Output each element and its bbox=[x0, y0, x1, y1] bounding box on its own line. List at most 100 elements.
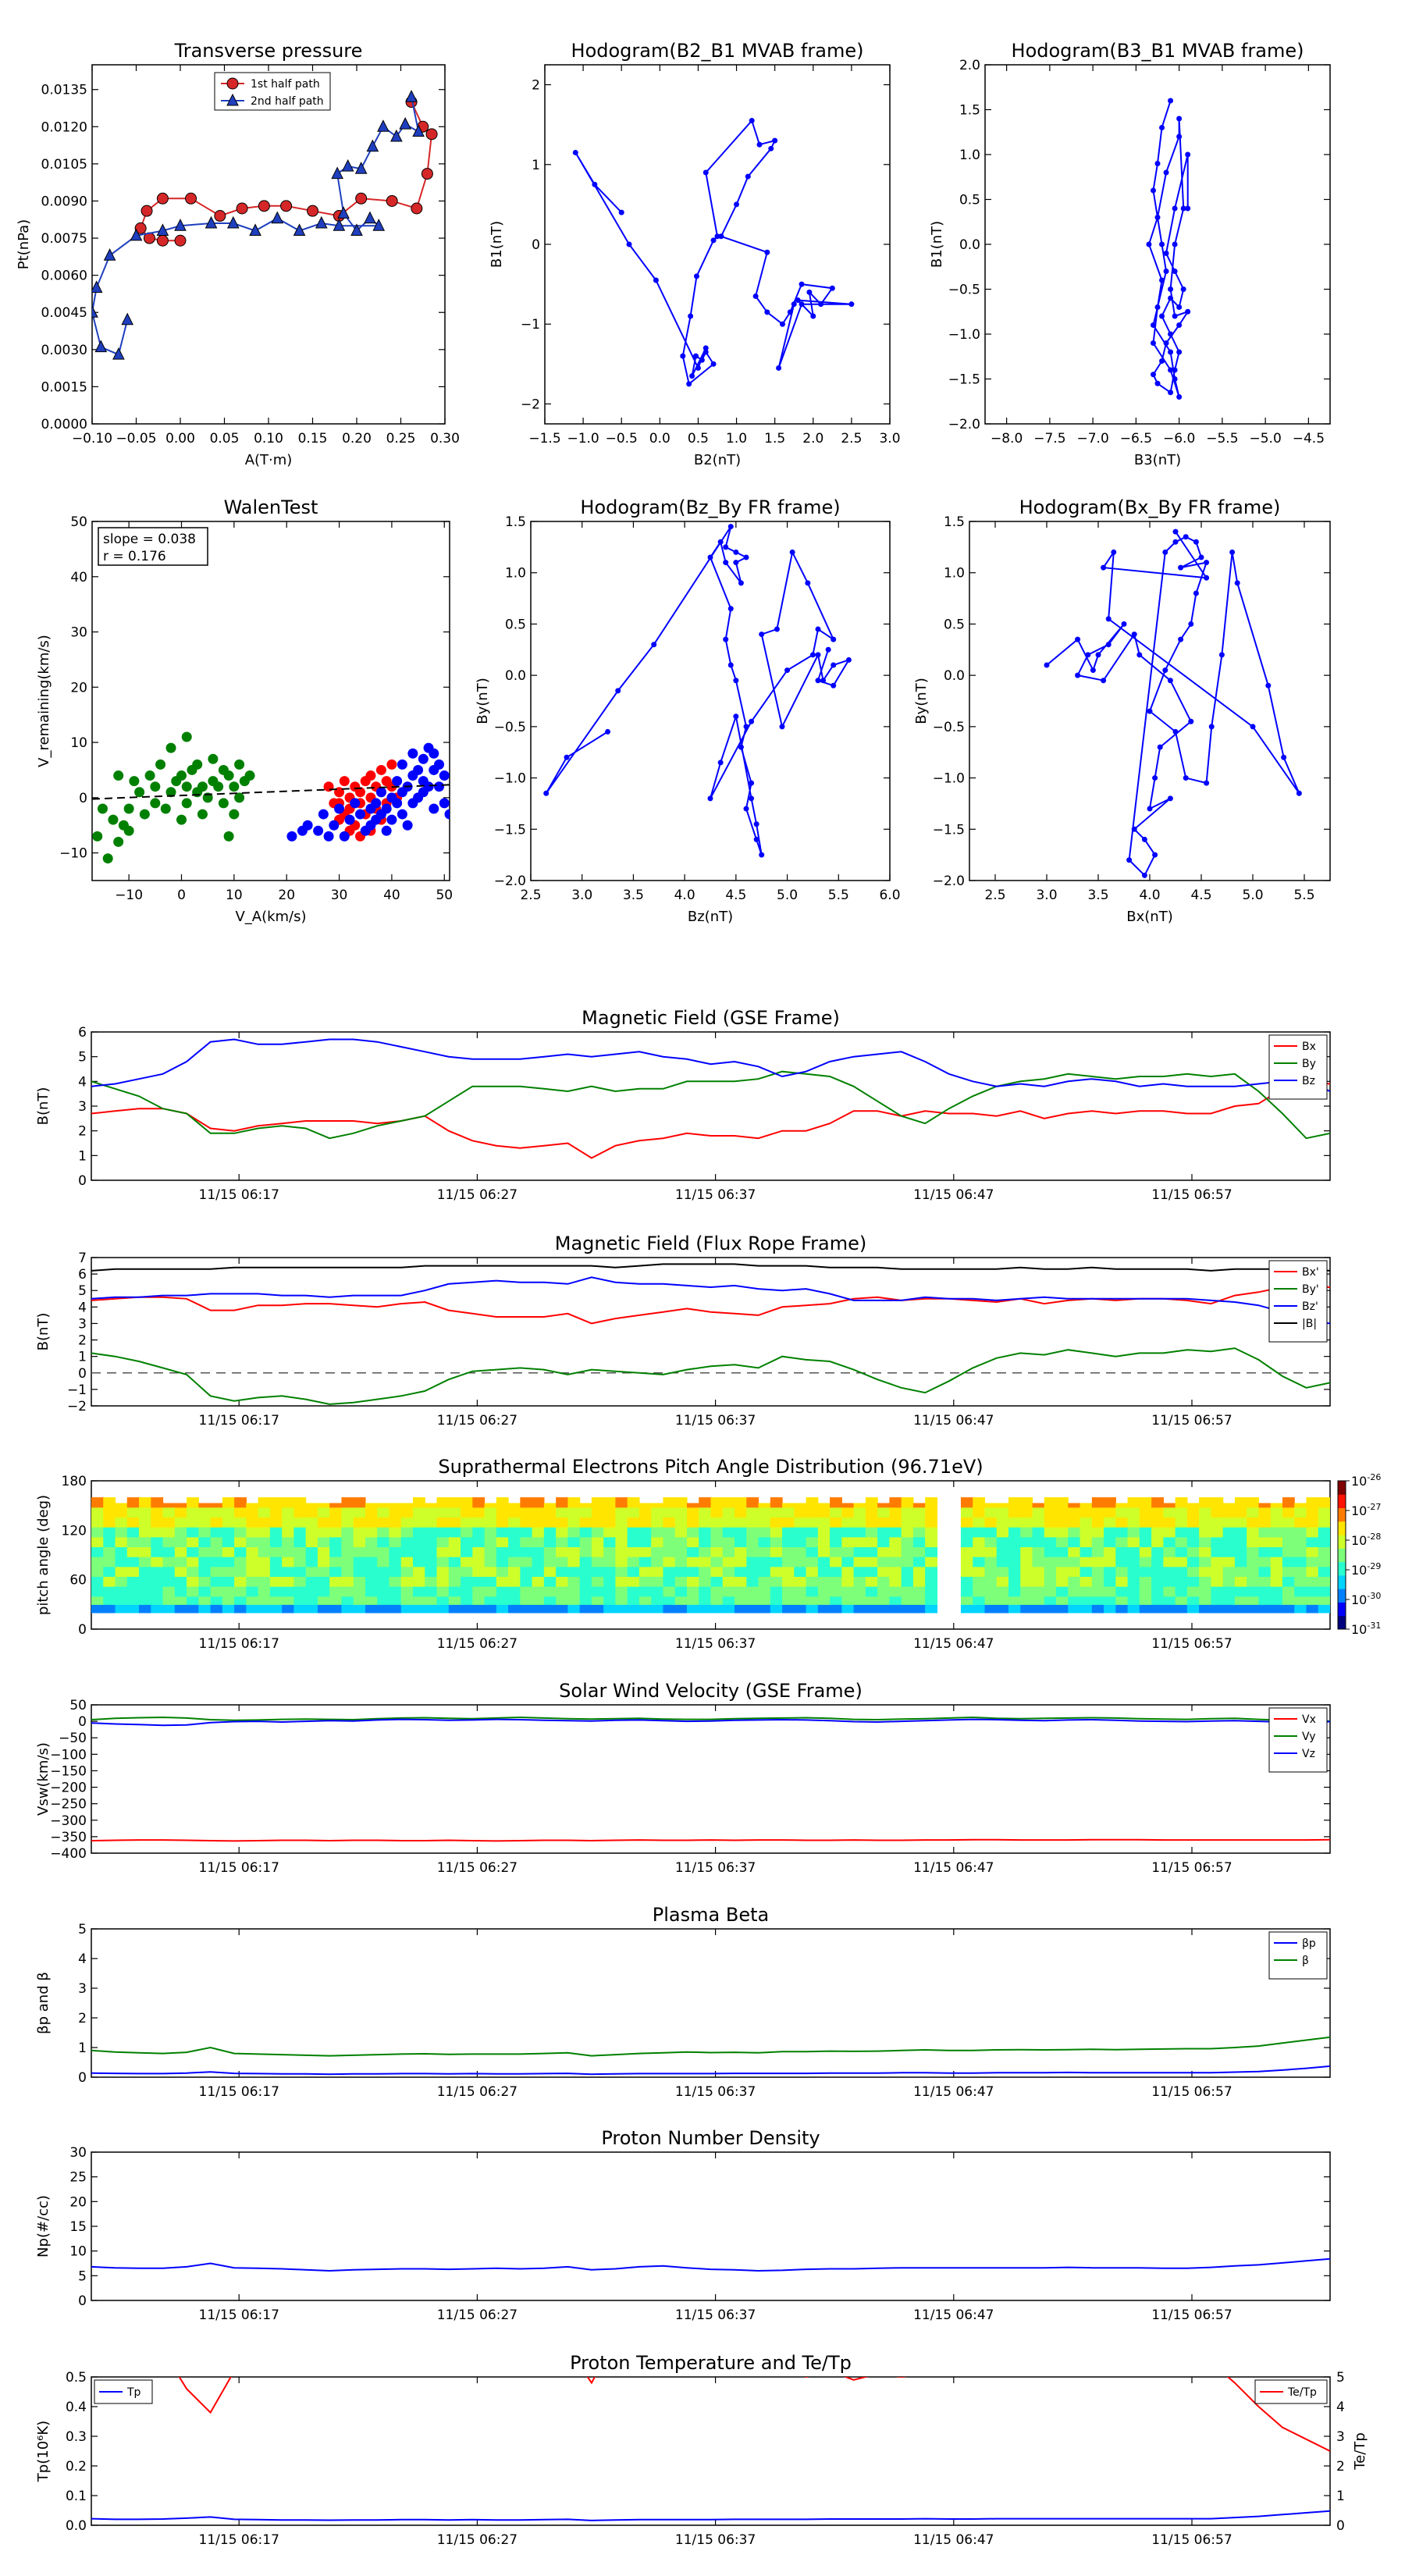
data-point bbox=[1044, 662, 1050, 668]
heatmap-cell bbox=[187, 1507, 199, 1518]
data-point bbox=[364, 211, 376, 224]
heatmap-cell bbox=[269, 1576, 283, 1587]
heatmap-cell bbox=[91, 1566, 104, 1578]
heatmap-cell bbox=[1115, 1503, 1129, 1508]
heatmap-cell bbox=[413, 1507, 425, 1518]
plot-frame bbox=[91, 1257, 1331, 1407]
heatmap-cell bbox=[912, 1576, 926, 1587]
heatmap-cell bbox=[638, 1517, 652, 1528]
heatmap-cell bbox=[925, 1536, 938, 1548]
heatmap-cell bbox=[1247, 1604, 1260, 1614]
heatmap-cell bbox=[1151, 1576, 1164, 1587]
heatmap-cell bbox=[198, 1517, 212, 1528]
x-tick-label: −6.0 bbox=[1163, 431, 1195, 447]
heatmap-cell bbox=[1247, 1536, 1260, 1548]
data-point bbox=[1159, 241, 1165, 247]
data-point bbox=[1176, 116, 1183, 122]
heatmap-cell bbox=[269, 1517, 283, 1528]
data-point bbox=[1168, 98, 1174, 104]
heatmap-cell bbox=[115, 1517, 128, 1528]
heatmap-cell bbox=[1175, 1557, 1188, 1567]
heatmap-cell bbox=[865, 1507, 878, 1518]
heatmap-cell bbox=[198, 1596, 212, 1605]
heatmap-cell bbox=[925, 1507, 938, 1518]
heatmap-cell bbox=[1020, 1497, 1033, 1508]
legend: Bx'By'Bz'|B| bbox=[1268, 1260, 1328, 1343]
data-point bbox=[271, 211, 284, 224]
heatmap-cell bbox=[865, 1604, 878, 1614]
heatmap-cell bbox=[973, 1517, 986, 1528]
series-line-Tp bbox=[91, 2510, 1330, 2521]
heatmap-cell bbox=[663, 1566, 676, 1578]
heatmap-cell bbox=[1139, 1507, 1152, 1518]
heatmap-cell bbox=[341, 1517, 354, 1528]
data-point bbox=[365, 770, 376, 781]
heatmap-cell bbox=[389, 1586, 402, 1597]
data-point bbox=[738, 744, 744, 750]
heatmap-cell bbox=[841, 1546, 855, 1557]
plot-area bbox=[91, 2377, 1330, 2521]
heatmap-cell bbox=[663, 1536, 676, 1548]
heatmap-cell bbox=[686, 1517, 699, 1528]
data-point bbox=[799, 281, 805, 287]
heatmap-cell bbox=[1151, 1586, 1164, 1597]
heatmap-cell bbox=[591, 1557, 604, 1567]
data-point bbox=[234, 759, 245, 770]
heatmap-cell bbox=[1163, 1604, 1176, 1614]
heatmap-cell bbox=[984, 1596, 998, 1605]
heatmap-cell bbox=[960, 1497, 973, 1508]
heatmap-cell bbox=[305, 1604, 318, 1614]
heatmap-cell bbox=[1234, 1507, 1247, 1518]
heatmap-cell bbox=[365, 1576, 378, 1587]
data-point bbox=[815, 652, 821, 658]
heatmap-cell bbox=[317, 1586, 330, 1597]
heatmap-cell bbox=[293, 1566, 307, 1578]
heatmap-cell bbox=[638, 1604, 652, 1614]
data-point bbox=[752, 293, 759, 299]
heatmap-cell bbox=[1008, 1507, 1021, 1518]
heatmap-cell bbox=[865, 1566, 878, 1578]
heatmap-cell bbox=[151, 1557, 164, 1567]
y2-tick-label: 0 bbox=[1336, 2518, 1345, 2534]
data-point bbox=[605, 728, 611, 735]
heatmap-cell bbox=[627, 1507, 640, 1518]
heatmap-cell bbox=[710, 1576, 724, 1587]
data-point bbox=[174, 234, 187, 247]
heatmap-cell bbox=[222, 1596, 235, 1605]
x-tick-label: 0.20 bbox=[342, 431, 372, 447]
x-tick-label: 0.15 bbox=[298, 431, 328, 447]
heatmap-cell bbox=[389, 1536, 402, 1548]
heatmap-cell bbox=[1139, 1576, 1152, 1587]
chart-title: Proton Number Density bbox=[601, 2127, 820, 2149]
heatmap-cell bbox=[1318, 1517, 1330, 1528]
y-axis-label: B(nT) bbox=[35, 1313, 52, 1351]
x-tick-label: −7.5 bbox=[1033, 431, 1065, 447]
heatmap-cell bbox=[1044, 1497, 1057, 1508]
data-point bbox=[1172, 539, 1179, 545]
data-point bbox=[140, 205, 153, 217]
data-point bbox=[355, 787, 365, 798]
heatmap-cell bbox=[889, 1536, 902, 1548]
panel-tp: Transverse pressure0.00000.00150.00300.0… bbox=[16, 40, 460, 468]
heatmap-cell bbox=[532, 1596, 545, 1605]
heatmap-cell bbox=[746, 1576, 759, 1587]
data-point bbox=[411, 202, 423, 215]
y-tick-label: 10 bbox=[70, 735, 87, 751]
heatmap-cell bbox=[579, 1576, 592, 1587]
heatmap-cell bbox=[1234, 1596, 1247, 1605]
heatmap-cell bbox=[651, 1503, 664, 1508]
heatmap-cell bbox=[651, 1557, 664, 1567]
heatmap-cell bbox=[234, 1557, 247, 1567]
heatmap-cell bbox=[865, 1527, 878, 1538]
heatmap-cell bbox=[532, 1586, 545, 1597]
heatmap-cell bbox=[865, 1557, 878, 1567]
x-tick-label: −8.0 bbox=[991, 431, 1023, 447]
heatmap-cell bbox=[520, 1557, 533, 1567]
data-point bbox=[759, 852, 765, 858]
heatmap-cell bbox=[103, 1557, 116, 1567]
heatmap-cell bbox=[305, 1557, 318, 1567]
plot-frame bbox=[91, 1031, 1331, 1181]
y-axis-label: B(nT) bbox=[35, 1087, 52, 1126]
heatmap-cell bbox=[710, 1604, 724, 1614]
heatmap-cell bbox=[174, 1557, 187, 1567]
